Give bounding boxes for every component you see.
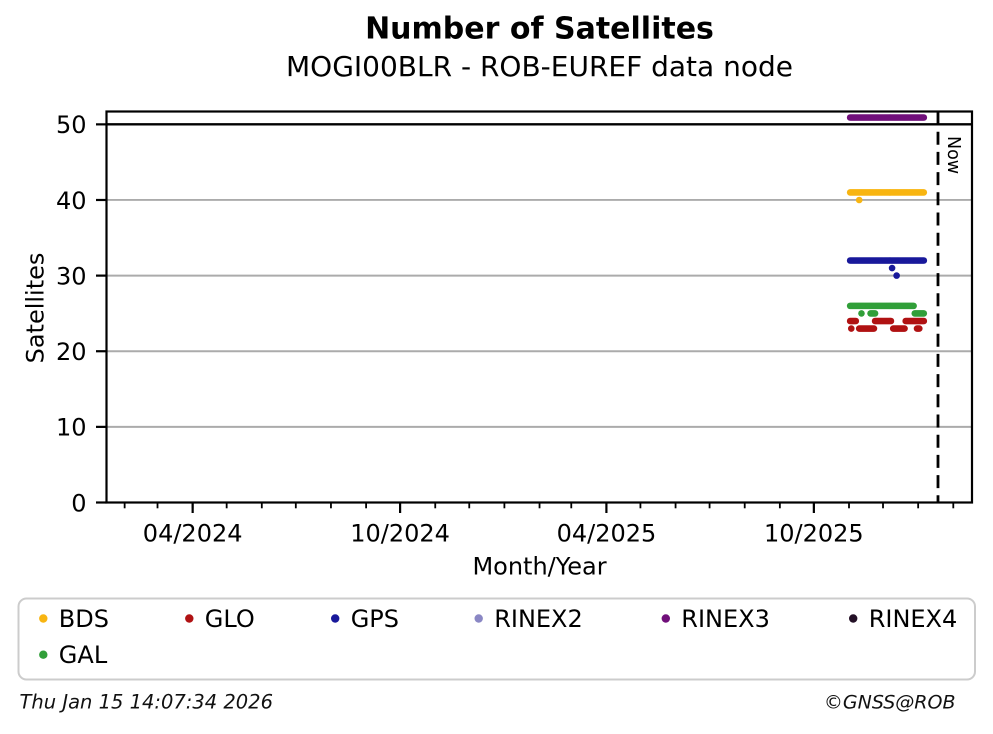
legend-marker-gal bbox=[39, 650, 48, 659]
legend-entry-rinex4: RINEX4 bbox=[849, 605, 957, 633]
legend-entry-rinex2: RINEX2 bbox=[474, 605, 583, 633]
legend-marker-bds bbox=[39, 614, 48, 623]
point-glo bbox=[920, 317, 928, 325]
point-gps bbox=[920, 257, 928, 264]
legend-entry-rinex3: RINEX3 bbox=[661, 605, 770, 633]
legend-label-rinex2: RINEX2 bbox=[494, 605, 583, 633]
legend-label-rinex4: RINEX4 bbox=[869, 605, 958, 633]
legend-marker-rinex2 bbox=[474, 614, 483, 623]
point-glo bbox=[870, 325, 878, 332]
series-gal bbox=[846, 302, 928, 317]
point-gal bbox=[858, 310, 865, 317]
x-axis-label: Month/Year bbox=[472, 553, 606, 581]
chart-subtitle: MOGI00BLR - ROB-EUREF data node bbox=[286, 50, 793, 83]
point-gal bbox=[871, 310, 879, 317]
data-points bbox=[846, 114, 928, 332]
legend-label-gps: GPS bbox=[351, 605, 399, 633]
footer-credit: ©GNSS@ROB bbox=[824, 692, 956, 714]
legend-entry-glo: GLO bbox=[185, 605, 255, 633]
legend-entry-gps: GPS bbox=[331, 605, 399, 633]
legend-marker-glo bbox=[185, 614, 194, 623]
point-glo bbox=[847, 325, 855, 332]
tick-labels: 0 10 20 30 40 50 04/2024 10/2024 04/2025 10/2025 bbox=[56, 111, 864, 547]
legend-label-rinex3: RINEX3 bbox=[681, 605, 770, 633]
plot-frame bbox=[105, 110, 974, 504]
legend-label-gal: GAL bbox=[59, 641, 108, 669]
xtick-label-04/2025: 04/2025 bbox=[557, 520, 657, 548]
legend-marker-rinex3 bbox=[661, 614, 670, 623]
chart-title: Number of Satellites bbox=[365, 12, 714, 47]
ytick-label-0: 0 bbox=[71, 489, 86, 517]
series-rinex3 bbox=[846, 114, 928, 121]
point-bds bbox=[855, 196, 863, 204]
ytick-label-30: 30 bbox=[56, 262, 87, 290]
ytick-label-10: 10 bbox=[56, 414, 87, 442]
point-gps bbox=[893, 272, 900, 279]
legend-box bbox=[17, 597, 976, 681]
point-glo bbox=[901, 325, 908, 332]
point-gal bbox=[920, 310, 928, 317]
point-bds bbox=[920, 189, 928, 196]
legend-entry-gal: GAL bbox=[39, 641, 108, 669]
point-glo bbox=[852, 317, 860, 325]
ytick-label-50: 50 bbox=[56, 111, 87, 139]
legend-marker-rinex4 bbox=[849, 614, 858, 623]
point-gal bbox=[910, 302, 917, 310]
legend-label-bds: BDS bbox=[59, 605, 109, 633]
point-rinex3 bbox=[920, 114, 928, 121]
point-glo bbox=[915, 325, 923, 332]
xtick-label-04/2024: 04/2024 bbox=[143, 520, 243, 548]
series-gps bbox=[846, 257, 928, 279]
legend-label-glo: GLO bbox=[205, 605, 255, 633]
xtick-label-10/2025: 10/2025 bbox=[764, 520, 864, 548]
point-gps bbox=[888, 264, 896, 272]
axis-ticks bbox=[96, 123, 955, 513]
footer-timestamp: Thu Jan 15 14:07:34 2026 bbox=[20, 691, 274, 714]
ytick-label-20: 20 bbox=[56, 338, 87, 366]
legend: BDS GLO GPS RINEX2 RINEX3 RINEX4 GAL bbox=[17, 597, 976, 681]
point-glo bbox=[887, 317, 895, 325]
now-label: Now bbox=[943, 136, 963, 174]
gridlines bbox=[106, 199, 972, 428]
y-axis-label: Satellites bbox=[22, 253, 50, 364]
series-bds bbox=[846, 189, 928, 204]
legend-marker-gps bbox=[331, 614, 340, 623]
legend-entry-bds: BDS bbox=[39, 605, 109, 633]
xtick-label-10/2024: 10/2024 bbox=[350, 520, 450, 548]
ytick-label-40: 40 bbox=[56, 187, 87, 215]
series-glo bbox=[846, 317, 928, 332]
